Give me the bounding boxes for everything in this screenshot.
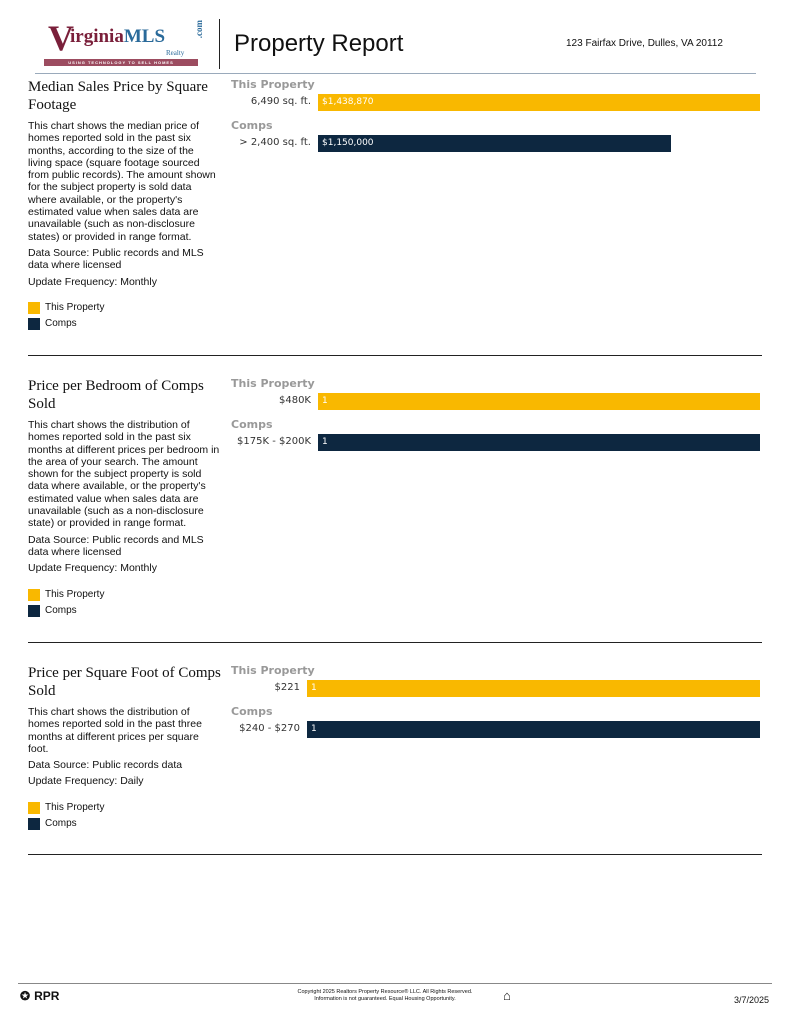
category-label: $175K - $200K xyxy=(237,436,311,447)
group-label: Comps xyxy=(231,418,273,431)
description-text: This chart shows the distribution of hom… xyxy=(28,706,202,755)
legend-item-this-property: This Property xyxy=(28,300,223,316)
comps-bar: $1,150,000 xyxy=(318,135,672,152)
bar-data-label: $1,150,000 xyxy=(322,138,374,148)
property-address: 123 Fairfax Drive, Dulles, VA 20112 xyxy=(566,38,723,49)
rpr-logo: ✪ RPR xyxy=(20,989,59,1003)
legend: This Property Comps xyxy=(28,587,223,619)
update-frequency: Update Frequency: Monthly xyxy=(28,275,157,288)
copyright: Copyright 2025 Realtors Property Resourc… xyxy=(270,989,500,1003)
data-source: Data Source: Public records and MLS data… xyxy=(28,246,204,272)
legend-item-this-property: This Property xyxy=(28,587,223,603)
legend-item-comps: Comps xyxy=(28,816,223,832)
legend-item-this-property: This Property xyxy=(28,800,223,816)
category-label: 6,490 sq. ft. xyxy=(250,96,311,107)
bar-data-label: $1,438,870 xyxy=(322,97,374,107)
legend: This Property Comps xyxy=(28,800,223,832)
equal-housing-icon: ⌂ xyxy=(503,988,511,1003)
legend-swatch xyxy=(28,801,40,814)
legend: This Property Comps xyxy=(28,300,223,332)
category-label: $240 - $270 xyxy=(239,723,300,734)
legend-label: Comps xyxy=(45,318,77,330)
this-property-bar: 1 xyxy=(307,680,760,697)
comps-bar: 1 xyxy=(307,721,760,738)
legend-label: This Property xyxy=(45,302,105,314)
legend-label: Comps xyxy=(45,605,77,617)
bar-data-label: 1 xyxy=(322,437,328,447)
comps-bar: 1 xyxy=(318,434,760,451)
legend-swatch xyxy=(28,588,40,601)
section-title: Price per Square Foot of Comps Sold xyxy=(28,665,221,699)
legend-label: This Property xyxy=(45,802,105,814)
group-label: Comps xyxy=(231,705,273,718)
section-description: This chart shows the distribution of hom… xyxy=(28,706,220,788)
description-text: This chart shows the distribution of hom… xyxy=(28,419,220,530)
group-label: This Property xyxy=(231,664,315,677)
legend-item-comps: Comps xyxy=(28,316,223,332)
disclaimer-line: Information is not guaranteed. Equal Hou… xyxy=(314,996,456,1002)
rpr-icon: ✪ xyxy=(20,989,31,1003)
header-rule xyxy=(35,73,756,74)
copyright-line: Copyright 2025 Realtors Property Resourc… xyxy=(297,989,473,995)
legend-label: This Property xyxy=(45,589,105,601)
section-text-column: Price per Square Foot of Comps Sold This… xyxy=(28,664,223,832)
section-divider xyxy=(28,642,762,643)
group-label: This Property xyxy=(231,78,315,91)
category-label: $221 xyxy=(274,682,300,693)
section-divider xyxy=(28,355,762,356)
legend-swatch xyxy=(28,817,40,830)
legend-swatch xyxy=(28,301,40,314)
report-date: 3/7/2025 xyxy=(734,995,770,1005)
legend-item-comps: Comps xyxy=(28,603,223,619)
update-frequency: Update Frequency: Daily xyxy=(28,775,144,788)
bar-data-label: 1 xyxy=(322,396,328,406)
bar-data-label: 1 xyxy=(311,724,317,734)
section-title: Price per Bedroom of Comps Sold xyxy=(28,378,204,412)
bar-data-label: 1 xyxy=(311,683,317,693)
data-source: Data Source: Public records and MLS data… xyxy=(28,533,204,558)
rpr-brand: RPR xyxy=(34,989,60,1003)
group-label: Comps xyxy=(231,119,273,132)
this-property-bar: 1 xyxy=(318,393,760,410)
legend-swatch xyxy=(28,317,40,330)
category-label: $480K xyxy=(278,395,311,406)
category-label: > 2,400 sq. ft. xyxy=(239,137,311,148)
logo-tagline: USING TECHNOLOGY TO SELL HOMES xyxy=(44,59,198,66)
legend-label: Comps xyxy=(45,818,77,830)
section-description: This chart shows the distribution of hom… xyxy=(28,419,220,575)
this-property-bar: $1,438,870 xyxy=(318,94,760,111)
group-label: This Property xyxy=(231,377,315,390)
header-divider xyxy=(219,19,220,69)
legend-swatch xyxy=(28,604,40,617)
section-description: This chart shows the median price of hom… xyxy=(28,120,220,288)
section-text-column: Price per Bedroom of Comps Sold This cha… xyxy=(28,377,223,619)
footer-rule xyxy=(18,983,772,984)
page-title: Property Report xyxy=(234,30,404,57)
section-divider xyxy=(28,854,762,855)
data-source: Data Source: Public records data xyxy=(28,759,183,772)
update-frequency: Update Frequency: Monthly xyxy=(28,562,157,575)
section-text-column: Median Sales Price by Square Footage Thi… xyxy=(28,78,223,332)
section-title: Median Sales Price by Square Footage xyxy=(28,79,208,113)
description-text: This chart shows the median price of hom… xyxy=(28,120,216,243)
